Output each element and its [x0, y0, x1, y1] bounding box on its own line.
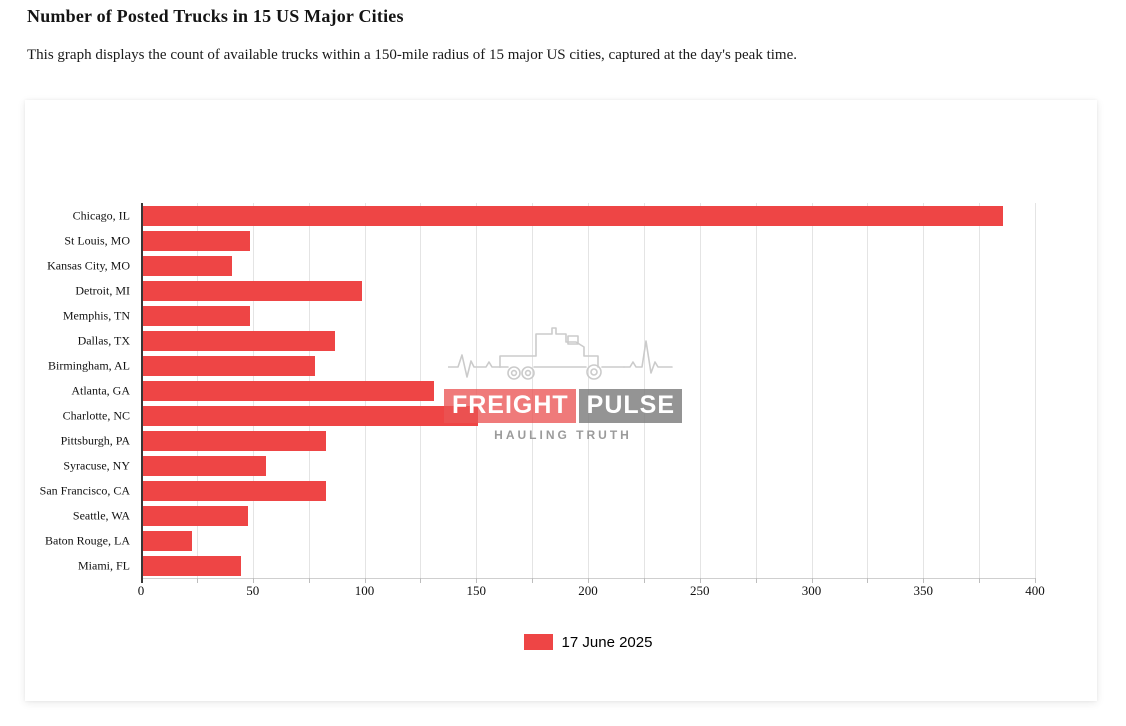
y-axis-label: Atlanta, GA — [71, 383, 130, 397]
bar[interactable] — [143, 455, 266, 476]
y-axis-label: Birmingham, AL — [48, 358, 130, 372]
y-axis-label: Dallas, TX — [77, 333, 130, 347]
x-axis-tick — [643, 578, 645, 583]
page-subtitle: This graph displays the count of availab… — [27, 47, 798, 63]
gridline — [643, 203, 645, 578]
bar[interactable] — [143, 480, 327, 501]
y-axis-label: Memphis, TN — [62, 308, 130, 322]
bar[interactable] — [143, 355, 316, 376]
x-axis-label: 300 — [801, 583, 822, 598]
bar[interactable] — [143, 380, 434, 401]
chart-card: 0 50 100 150 200 250 300 350 400 Chicago, IL St Lo… — [25, 100, 1097, 701]
x-axis-label: 200 — [578, 583, 598, 598]
legend-item[interactable]: 17 June 2025 — [523, 633, 653, 651]
y-axis-label: Baton Rouge, LA — [45, 533, 130, 547]
y-axis-label: Seattle, WA — [72, 508, 130, 522]
gridline — [923, 203, 925, 578]
x-axis-tick — [979, 578, 981, 583]
x-axis-tick — [1035, 578, 1036, 583]
bar[interactable] — [143, 280, 363, 301]
x-axis-label: 100 — [354, 583, 375, 598]
x-axis-label: 250 — [690, 583, 710, 598]
y-axis-label: Detroit, MI — [75, 283, 130, 297]
gridline — [588, 203, 589, 578]
gridline — [867, 203, 869, 578]
x-axis-tick — [532, 578, 534, 583]
gridline — [811, 203, 813, 578]
gridline — [755, 203, 757, 578]
bar[interactable] — [143, 405, 479, 426]
gridline — [532, 203, 534, 578]
x-axis-label: 350 — [913, 583, 934, 598]
y-axis-label: San Francisco, CA — [39, 483, 130, 497]
x-axis-label: 0 — [137, 583, 145, 598]
x-axis-tick — [923, 578, 925, 583]
gridline — [699, 203, 701, 578]
bar[interactable] — [143, 555, 242, 576]
bar[interactable] — [143, 205, 1004, 226]
bar[interactable] — [143, 330, 336, 351]
x-axis-label: 50 — [246, 583, 260, 598]
x-axis-tick — [811, 578, 813, 583]
x-axis-tick — [699, 578, 701, 583]
y-axis-label: Miami, FL — [77, 558, 130, 572]
gridline — [476, 203, 478, 578]
gridline — [1035, 203, 1036, 578]
bar[interactable] — [143, 530, 193, 551]
y-axis-label: St Louis, MO — [64, 233, 130, 247]
page-title: Number of Posted Trucks in 15 US Major C… — [27, 6, 404, 26]
y-axis-line — [141, 203, 143, 583]
y-axis-label: Charlotte, NC — [62, 408, 130, 422]
gridline — [979, 203, 981, 578]
x-axis-tick — [364, 578, 366, 583]
x-axis-label: 400 — [1025, 583, 1045, 598]
x-axis-tick — [420, 578, 422, 583]
legend: 17 June 2025 — [141, 633, 1035, 651]
plot-area: 0 50 100 150 200 250 300 350 400 Chicago, IL St Lo… — [40, 203, 1045, 598]
y-axis-label: Syracuse, NY — [63, 458, 130, 472]
y-axis-label: Pittsburgh, PA — [60, 433, 130, 447]
x-axis-tick — [252, 578, 254, 583]
x-axis-tick — [308, 578, 310, 583]
x-axis-tick — [196, 578, 198, 583]
x-axis-label: 150 — [466, 583, 487, 598]
y-axis-label: Kansas City, MO — [47, 258, 130, 272]
y-axis-label: Chicago, IL — [72, 208, 130, 222]
x-axis-tick — [476, 578, 478, 583]
x-axis-tick — [755, 578, 757, 583]
legend-label: 17 June 2025 — [561, 633, 653, 651]
bar[interactable] — [143, 430, 327, 451]
bar[interactable] — [143, 255, 233, 276]
legend-swatch — [523, 634, 553, 650]
bar[interactable] — [143, 305, 251, 326]
x-axis-tick — [588, 578, 589, 583]
bar[interactable] — [143, 230, 251, 251]
x-axis-tick — [867, 578, 869, 583]
bar[interactable] — [143, 505, 249, 526]
